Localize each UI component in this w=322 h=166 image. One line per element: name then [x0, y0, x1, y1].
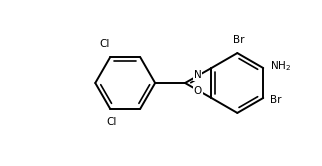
Text: O: O	[194, 86, 202, 96]
Text: Br: Br	[233, 35, 245, 45]
Text: N: N	[194, 70, 202, 80]
Text: Cl: Cl	[100, 39, 110, 49]
Text: Cl: Cl	[107, 117, 117, 127]
Text: NH$_2$: NH$_2$	[270, 59, 291, 73]
Text: Br: Br	[270, 95, 281, 105]
